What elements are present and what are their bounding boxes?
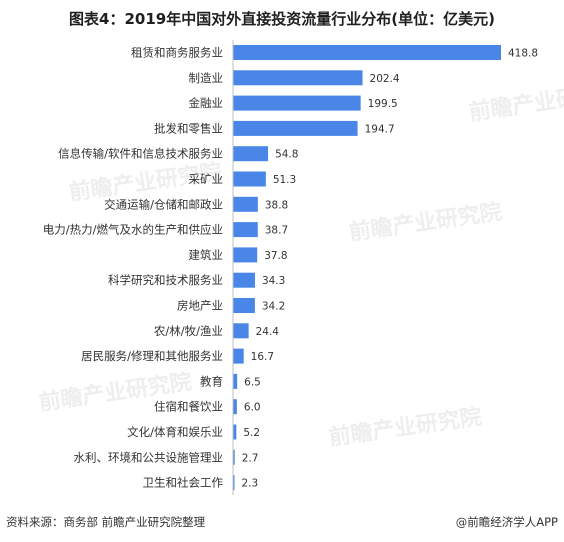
category-label: 居民服务/修理和其他服务业 bbox=[81, 349, 223, 363]
watermark-text: 前瞻产业研究院 bbox=[347, 199, 503, 246]
data-label: 34.2 bbox=[262, 301, 285, 313]
category-label: 建筑业 bbox=[189, 248, 224, 262]
watermark-text: 前瞻产业研究院 bbox=[467, 79, 564, 126]
data-label: 6.5 bbox=[244, 376, 261, 388]
data-label: 2.7 bbox=[242, 452, 259, 464]
bar bbox=[233, 196, 258, 212]
category-label: 交通运输/仓储和邮政业 bbox=[104, 197, 223, 211]
bar bbox=[233, 348, 244, 364]
data-label: 6.0 bbox=[244, 402, 261, 414]
bar bbox=[233, 120, 358, 136]
bar bbox=[233, 424, 237, 440]
category-label: 采矿业 bbox=[189, 172, 224, 186]
bar bbox=[233, 373, 238, 389]
data-label: 418.8 bbox=[508, 48, 538, 60]
category-label: 租赁和商务服务业 bbox=[131, 46, 223, 60]
bar bbox=[233, 70, 363, 86]
data-label: 37.8 bbox=[264, 250, 287, 262]
bar bbox=[233, 323, 249, 339]
category-label: 金融业 bbox=[189, 96, 224, 110]
category-label: 住宿和餐饮业 bbox=[154, 400, 223, 414]
bar bbox=[233, 449, 235, 465]
bar bbox=[233, 222, 258, 238]
category-label: 文化/体育和娱乐业 bbox=[127, 425, 223, 439]
category-label: 科学研究和技术服务业 bbox=[108, 273, 223, 287]
bar bbox=[233, 95, 361, 111]
bars-layer: 租赁和商务服务业 418.8 制造业 202.4 金融业 199.5 批发和零售业 194.7… bbox=[43, 45, 538, 491]
data-label: 2.3 bbox=[242, 478, 259, 490]
category-label: 水利、环境和公共设施管理业 bbox=[74, 450, 224, 464]
bar bbox=[233, 171, 266, 187]
brand-credit: @前瞻经济学人APP bbox=[455, 515, 558, 529]
category-label: 信息传输/软件和信息技术服务业 bbox=[58, 147, 223, 161]
data-label: 202.4 bbox=[370, 73, 400, 85]
data-label: 194.7 bbox=[365, 123, 395, 135]
chart-title: 图表4：2019年中国对外直接投资流量行业分布(单位：亿美元) bbox=[69, 10, 495, 28]
category-label: 农/林/牧/渔业 bbox=[154, 324, 223, 338]
data-label: 38.8 bbox=[265, 199, 288, 211]
category-label: 教育 bbox=[200, 374, 223, 388]
bar bbox=[233, 475, 235, 491]
watermark-text: 前瞻产业研究院 bbox=[327, 404, 483, 451]
category-label: 电力/热力/燃气及水的生产和供应业 bbox=[43, 223, 223, 237]
source-note: 资料来源：商务部 前瞻产业研究院整理 bbox=[6, 515, 206, 529]
data-label: 199.5 bbox=[368, 98, 398, 110]
bar bbox=[233, 272, 255, 288]
bar bbox=[233, 45, 501, 60]
footer: 资料来源：商务部 前瞻产业研究院整理 @前瞻经济学人APP bbox=[0, 514, 564, 536]
data-label: 24.4 bbox=[256, 326, 280, 338]
data-label: 38.7 bbox=[265, 225, 288, 237]
bar bbox=[233, 399, 237, 415]
data-label: 5.2 bbox=[243, 427, 260, 439]
data-label: 16.7 bbox=[251, 351, 274, 363]
bar bbox=[233, 247, 258, 263]
bar bbox=[233, 298, 255, 313]
category-label: 卫生和社会工作 bbox=[143, 476, 224, 490]
category-label: 制造业 bbox=[189, 71, 224, 85]
bar bbox=[233, 146, 269, 162]
data-label: 51.3 bbox=[273, 174, 296, 186]
category-label: 房地产业 bbox=[177, 299, 223, 313]
data-label: 54.8 bbox=[275, 149, 298, 161]
data-label: 34.3 bbox=[262, 275, 285, 287]
category-label: 批发和零售业 bbox=[154, 121, 223, 135]
